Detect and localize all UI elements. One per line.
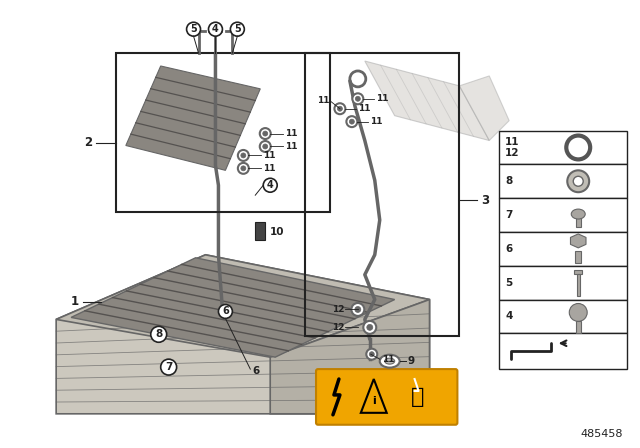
Circle shape bbox=[161, 359, 177, 375]
Text: 3: 3 bbox=[481, 194, 490, 207]
Circle shape bbox=[187, 22, 200, 36]
Polygon shape bbox=[126, 66, 260, 170]
Circle shape bbox=[218, 305, 232, 319]
Text: 4: 4 bbox=[505, 311, 513, 321]
Circle shape bbox=[346, 116, 357, 127]
Circle shape bbox=[260, 128, 271, 139]
Circle shape bbox=[241, 166, 246, 171]
Text: 8: 8 bbox=[505, 176, 513, 186]
Text: 2: 2 bbox=[84, 136, 92, 149]
Bar bbox=[574, 270, 582, 274]
Text: 5: 5 bbox=[234, 24, 241, 34]
Circle shape bbox=[230, 22, 244, 36]
Text: 11: 11 bbox=[358, 104, 371, 113]
Polygon shape bbox=[460, 76, 509, 141]
Text: 485458: 485458 bbox=[580, 429, 623, 439]
Text: 5: 5 bbox=[505, 278, 513, 288]
FancyBboxPatch shape bbox=[255, 222, 265, 240]
Text: 1: 1 bbox=[71, 295, 79, 308]
Text: i: i bbox=[372, 396, 376, 406]
Circle shape bbox=[366, 349, 377, 360]
Circle shape bbox=[263, 178, 277, 192]
Polygon shape bbox=[56, 255, 429, 357]
Text: 7: 7 bbox=[165, 362, 172, 372]
Circle shape bbox=[335, 103, 346, 114]
Circle shape bbox=[367, 324, 372, 330]
Circle shape bbox=[151, 326, 166, 342]
Text: 6: 6 bbox=[505, 244, 513, 254]
Circle shape bbox=[566, 136, 590, 159]
Circle shape bbox=[573, 177, 583, 186]
Circle shape bbox=[337, 106, 342, 111]
Bar bbox=[499, 232, 627, 266]
Text: 11: 11 bbox=[263, 164, 276, 173]
Text: 10: 10 bbox=[270, 227, 285, 237]
Bar bbox=[499, 130, 627, 164]
Circle shape bbox=[263, 131, 268, 136]
Bar bbox=[499, 164, 627, 198]
Bar bbox=[116, 53, 330, 212]
Circle shape bbox=[209, 22, 223, 36]
Circle shape bbox=[353, 93, 364, 104]
Bar bbox=[577, 274, 580, 296]
Text: 4: 4 bbox=[267, 180, 273, 190]
Text: 12: 12 bbox=[332, 305, 345, 314]
Text: 11: 11 bbox=[263, 151, 276, 160]
Text: 12: 12 bbox=[332, 323, 345, 332]
Text: 5: 5 bbox=[190, 24, 197, 34]
Bar bbox=[499, 333, 627, 369]
Circle shape bbox=[260, 141, 271, 152]
Bar bbox=[575, 251, 581, 263]
Circle shape bbox=[241, 153, 246, 158]
Circle shape bbox=[355, 306, 361, 312]
Circle shape bbox=[569, 303, 587, 321]
Circle shape bbox=[238, 150, 249, 161]
FancyBboxPatch shape bbox=[316, 369, 458, 425]
Circle shape bbox=[364, 321, 376, 334]
Circle shape bbox=[567, 170, 589, 192]
Polygon shape bbox=[71, 258, 395, 357]
Bar bbox=[305, 53, 460, 336]
Bar bbox=[499, 300, 627, 333]
Circle shape bbox=[238, 163, 249, 174]
Text: 6: 6 bbox=[222, 306, 228, 316]
Text: 4: 4 bbox=[212, 24, 219, 34]
Polygon shape bbox=[56, 255, 429, 414]
Text: 9: 9 bbox=[408, 356, 415, 366]
Bar bbox=[499, 266, 627, 300]
Bar bbox=[499, 198, 627, 232]
Text: 6: 6 bbox=[252, 366, 260, 376]
Polygon shape bbox=[361, 379, 387, 413]
Polygon shape bbox=[365, 61, 489, 141]
Circle shape bbox=[572, 141, 585, 155]
Circle shape bbox=[355, 96, 360, 101]
Ellipse shape bbox=[572, 209, 585, 219]
Text: 11: 11 bbox=[381, 355, 394, 364]
Circle shape bbox=[351, 303, 364, 316]
Bar bbox=[576, 321, 580, 333]
Circle shape bbox=[369, 352, 374, 357]
Text: 11: 11 bbox=[376, 94, 388, 103]
Text: 11
12: 11 12 bbox=[505, 137, 520, 158]
Circle shape bbox=[349, 119, 355, 124]
Circle shape bbox=[263, 144, 268, 149]
Text: 11: 11 bbox=[285, 129, 298, 138]
Polygon shape bbox=[270, 300, 429, 414]
Ellipse shape bbox=[380, 355, 399, 368]
Bar bbox=[576, 216, 580, 227]
Text: 11: 11 bbox=[370, 117, 382, 126]
Ellipse shape bbox=[385, 358, 395, 364]
Text: ✋: ✋ bbox=[411, 387, 424, 407]
Polygon shape bbox=[570, 234, 586, 248]
Text: 7: 7 bbox=[505, 210, 513, 220]
Text: 11: 11 bbox=[317, 96, 330, 105]
Text: 8: 8 bbox=[155, 329, 163, 339]
Text: 11: 11 bbox=[285, 142, 298, 151]
